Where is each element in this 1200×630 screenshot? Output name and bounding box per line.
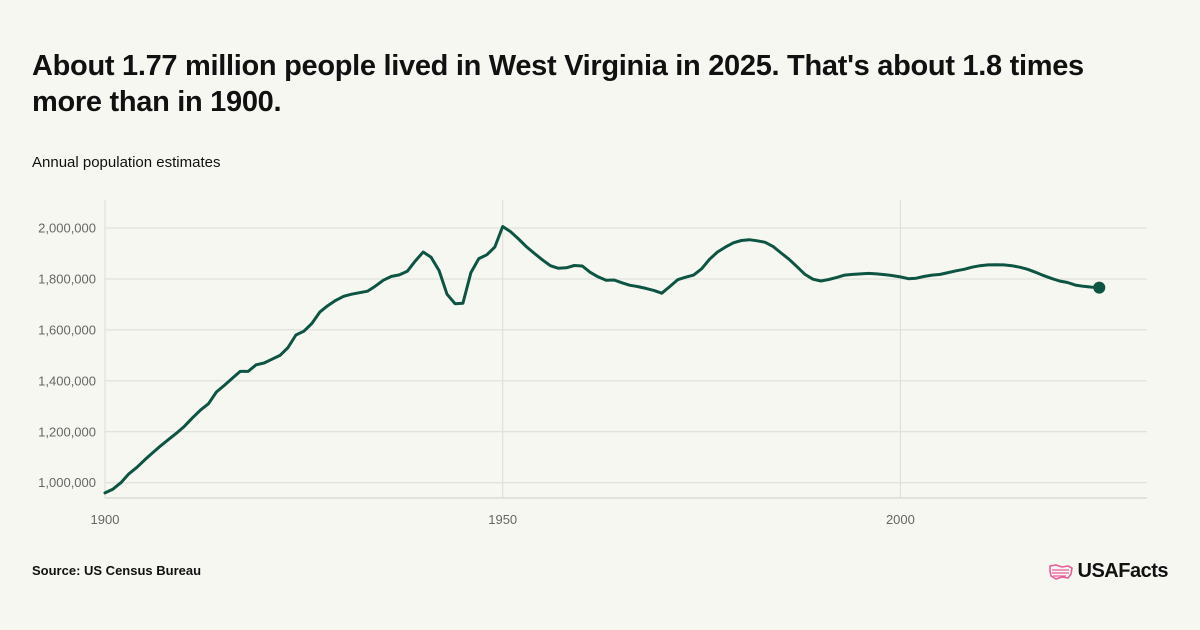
y-tick-label: 1,000,000 xyxy=(38,475,96,490)
brand-logo[interactable]: USAFacts xyxy=(1048,560,1169,583)
brand-name: USAFacts xyxy=(1077,560,1169,582)
x-axis-ticks: 1900 1950 2000 xyxy=(91,512,915,527)
population-line xyxy=(103,225,1101,495)
chart-series xyxy=(103,225,1106,495)
y-tick-label: 2,000,000 xyxy=(38,221,96,236)
us-map-flag-icon xyxy=(1048,562,1074,582)
chart-title: About 1.77 million people lived in West … xyxy=(32,50,1084,118)
x-tick-label: 1950 xyxy=(488,512,517,527)
end-point-marker[interactable] xyxy=(1093,281,1106,294)
y-tick-label: 1,800,000 xyxy=(38,271,96,286)
source-note: Source: US Census Bureau xyxy=(32,563,202,578)
chart-subtitle: Annual population estimates xyxy=(32,154,221,171)
chart-grid xyxy=(104,200,1147,499)
x-tick-label: 1900 xyxy=(91,512,120,527)
y-tick-label: 1,400,000 xyxy=(38,373,96,388)
line-chart: 1,000,000 1,200,000 1,400,000 1,600,000 1,80… xyxy=(38,200,1147,527)
y-tick-label: 1,200,000 xyxy=(38,424,96,439)
x-tick-label: 2000 xyxy=(886,512,915,527)
y-axis-ticks: 1,000,000 1,200,000 1,400,000 1,600,000 1,80… xyxy=(38,221,96,491)
y-tick-label: 1,600,000 xyxy=(38,322,96,337)
